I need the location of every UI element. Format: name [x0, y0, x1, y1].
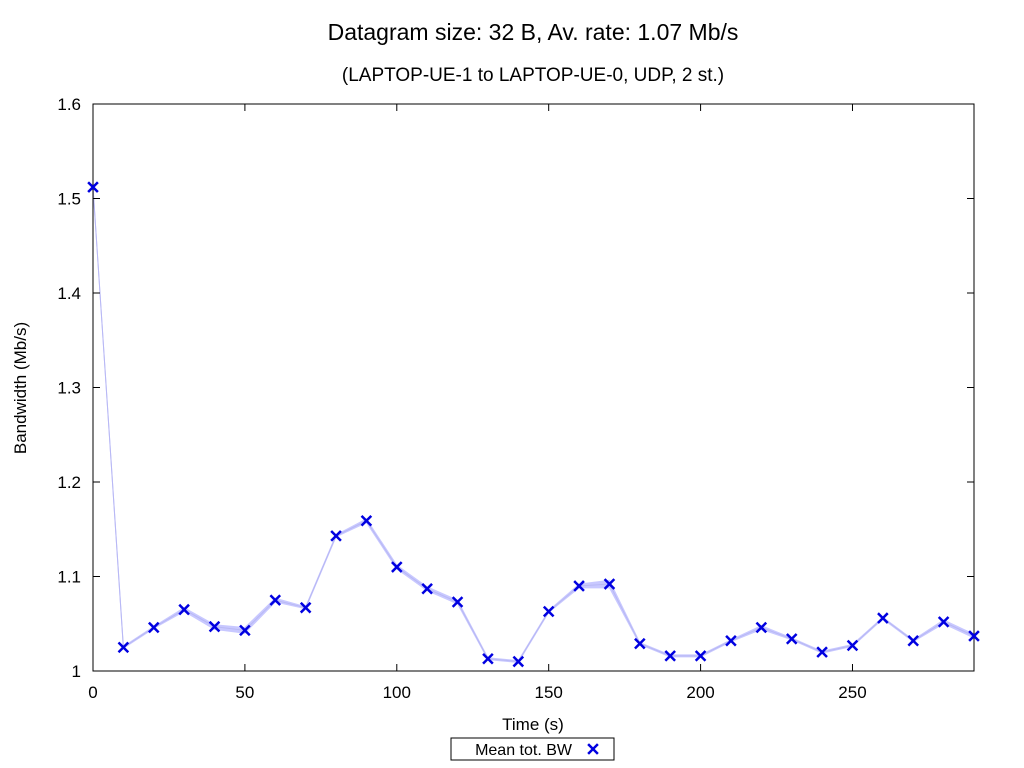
y-tick-label: 1.1	[57, 568, 81, 587]
legend-marker-x-icon	[587, 743, 599, 755]
legend-label: Mean tot. BW	[475, 742, 573, 759]
series-markers	[87, 181, 980, 668]
y-axis-label: Bandwidth (Mb/s)	[11, 322, 30, 454]
x-tick-label: 250	[838, 683, 866, 702]
plot-frame	[92, 103, 975, 672]
chart-subtitle: (LAPTOP-UE-1 to LAPTOP-UE-0, UDP, 2 st.)	[342, 65, 724, 86]
data-point-marker	[87, 181, 99, 193]
data-point-marker	[512, 655, 525, 668]
legend-box	[450, 737, 615, 761]
data-point-marker	[360, 514, 373, 527]
data-point-marker	[451, 596, 464, 608]
data-point-marker	[694, 650, 707, 662]
x-tick-label: 50	[235, 683, 254, 702]
data-point-marker	[816, 646, 828, 658]
y-tick-label: 1.5	[57, 190, 81, 209]
data-point-marker	[147, 621, 160, 634]
series-band-layer	[92, 187, 975, 664]
data-point-marker	[846, 639, 859, 652]
series-line-layer	[92, 187, 975, 663]
data-point-marker	[785, 633, 798, 645]
data-point-marker	[117, 641, 130, 654]
data-point-marker	[937, 616, 950, 628]
data-point-marker	[634, 637, 646, 650]
data-point-marker	[208, 620, 221, 633]
data-point-marker	[755, 621, 768, 634]
data-point-marker	[178, 603, 190, 616]
data-point-marker	[573, 580, 585, 592]
series-line	[92, 187, 975, 663]
data-point-marker	[542, 605, 555, 618]
x-axis-label: Time (s)	[502, 715, 564, 734]
x-tick-label: 200	[686, 683, 714, 702]
data-point-marker	[877, 612, 889, 624]
x-tick-label: 150	[535, 683, 563, 702]
series-range-band	[92, 187, 975, 664]
data-point-marker	[299, 601, 312, 614]
axis-ticks: 0 50 100 150 200 250 1 1.1 1.2 1.3 1.4 1.5 1.6	[57, 95, 974, 702]
data-point-marker	[603, 578, 616, 590]
y-tick-label: 1.4	[57, 284, 81, 303]
legend: Mean tot. BW	[450, 737, 615, 761]
y-tick-label: 1.3	[57, 379, 81, 398]
data-point-marker	[269, 594, 282, 606]
data-point-marker	[239, 624, 251, 637]
chart-title: Datagram size: 32 B, Av. rate: 1.07 Mb/s	[328, 19, 739, 45]
data-point-marker	[968, 630, 980, 642]
x-tick-label: 100	[383, 683, 411, 702]
data-point-marker	[907, 634, 920, 647]
y-tick-label: 1	[72, 662, 81, 681]
y-tick-label: 1.6	[57, 95, 81, 114]
data-point-marker	[664, 650, 676, 662]
data-point-marker	[421, 583, 433, 595]
data-point-marker	[330, 530, 342, 542]
x-tick-label: 0	[88, 683, 97, 702]
data-point-marker	[482, 652, 494, 665]
y-tick-label: 1.2	[57, 473, 81, 492]
data-point-marker	[725, 634, 737, 647]
data-point-marker	[391, 561, 403, 573]
